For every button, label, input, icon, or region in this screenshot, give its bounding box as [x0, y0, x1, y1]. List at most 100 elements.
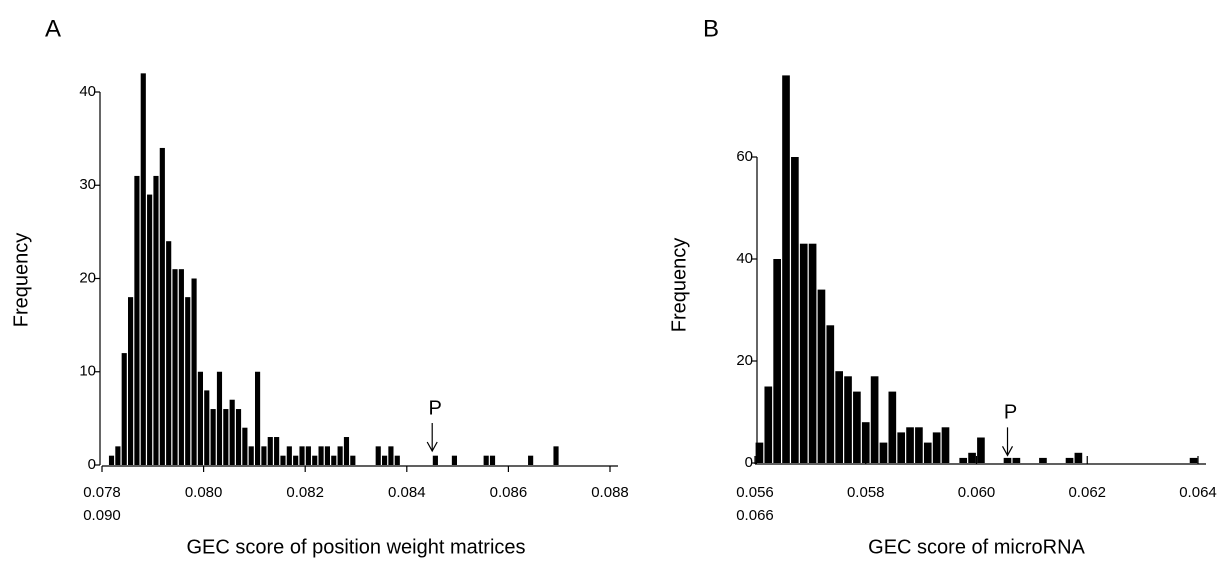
- bar: [216, 371, 223, 465]
- bar: [343, 437, 350, 465]
- bar: [375, 446, 381, 465]
- x-tick-label: 0.088: [591, 484, 629, 501]
- x-tick-label: 0.084: [388, 484, 426, 501]
- bar: [528, 455, 534, 465]
- bar: [1065, 457, 1074, 463]
- bar: [248, 446, 254, 465]
- bar: [799, 243, 808, 463]
- bar: [1003, 457, 1012, 463]
- bar: [280, 455, 286, 465]
- x-tick-label: 0.064: [1179, 484, 1217, 501]
- bar: [178, 269, 184, 465]
- y-axis-title: Frequency: [10, 233, 32, 328]
- bar: [299, 446, 305, 465]
- x-tick-label: 0.082: [286, 484, 324, 501]
- bar: [808, 243, 817, 463]
- bar: [350, 455, 356, 465]
- bar: [906, 427, 914, 463]
- bar: [1039, 457, 1047, 463]
- y-tick-label: 20: [79, 269, 96, 286]
- bar: [915, 427, 923, 463]
- y-tick-label: 0: [88, 456, 96, 473]
- bar: [451, 455, 457, 465]
- bar: [191, 278, 197, 465]
- x-tick-label: 0.086: [490, 484, 528, 501]
- bar: [791, 157, 799, 463]
- bar: [826, 325, 835, 463]
- bar: [108, 455, 115, 465]
- bar: [147, 194, 153, 465]
- annotation-arrowhead: [1001, 446, 1014, 457]
- bar: [172, 269, 178, 465]
- y-tick-label: 60: [736, 148, 753, 165]
- bar: [223, 409, 229, 465]
- bar: [959, 457, 968, 463]
- bar: [553, 446, 559, 465]
- bar: [870, 376, 879, 463]
- bar: [166, 241, 172, 465]
- x-axis-title: GEC score of position weight matrices: [186, 536, 525, 558]
- bar: [210, 409, 216, 465]
- bar: [1074, 452, 1083, 463]
- bar: [489, 455, 496, 465]
- bar: [305, 446, 311, 465]
- bar: [242, 427, 248, 465]
- bar: [140, 73, 146, 465]
- bar: [817, 289, 826, 463]
- x-tick-label: 0.080: [185, 484, 223, 501]
- bar: [764, 386, 773, 463]
- x-tick-label: 0.078: [83, 484, 121, 501]
- x-axis-title: GEC score of microRNA: [868, 536, 1085, 558]
- bar: [121, 353, 127, 465]
- x-tick-label: 0.062: [1068, 484, 1106, 501]
- bar: [968, 452, 976, 463]
- bar: [853, 391, 861, 463]
- bar: [204, 390, 210, 465]
- bar: [267, 437, 273, 465]
- bar: [337, 446, 343, 465]
- bar: [782, 75, 790, 464]
- bar: [861, 422, 870, 463]
- bar: [755, 442, 764, 463]
- bar: [432, 455, 438, 465]
- stray-tick-label: 0.090: [83, 507, 121, 524]
- bar: [318, 446, 324, 465]
- panel-label: A: [45, 15, 61, 42]
- bar: [197, 371, 203, 465]
- y-tick-label: 40: [736, 250, 753, 267]
- bar: [897, 432, 906, 463]
- bar: [331, 455, 337, 465]
- bar: [388, 446, 394, 465]
- bar: [255, 371, 261, 465]
- bar: [134, 175, 140, 466]
- y-tick-label: 40: [79, 83, 96, 100]
- bar: [115, 446, 121, 465]
- bar: [312, 455, 318, 465]
- bar: [394, 455, 400, 465]
- x-tick-label: 0.058: [847, 484, 885, 501]
- bar: [879, 442, 888, 463]
- x-tick-label: 0.060: [958, 484, 996, 501]
- bar: [844, 376, 852, 463]
- bar: [483, 455, 489, 465]
- bar: [185, 297, 191, 465]
- panel-label: B: [703, 15, 719, 42]
- y-tick-label: 10: [79, 363, 96, 380]
- bar: [229, 399, 235, 465]
- bar: [835, 371, 843, 463]
- bar: [773, 259, 781, 463]
- bar: [382, 455, 388, 465]
- bar: [888, 391, 897, 463]
- bar: [274, 437, 280, 465]
- x-tick-label: 0.056: [736, 484, 774, 501]
- bar: [1189, 457, 1198, 463]
- bar: [286, 446, 292, 465]
- bar: [261, 446, 267, 465]
- annotation-text: P: [1004, 402, 1017, 424]
- bar: [128, 297, 134, 465]
- stray-tick-label: 0.066: [736, 507, 774, 524]
- annotation-arrowhead: [426, 441, 438, 453]
- y-tick-label: 0: [745, 454, 753, 471]
- bar: [293, 455, 299, 465]
